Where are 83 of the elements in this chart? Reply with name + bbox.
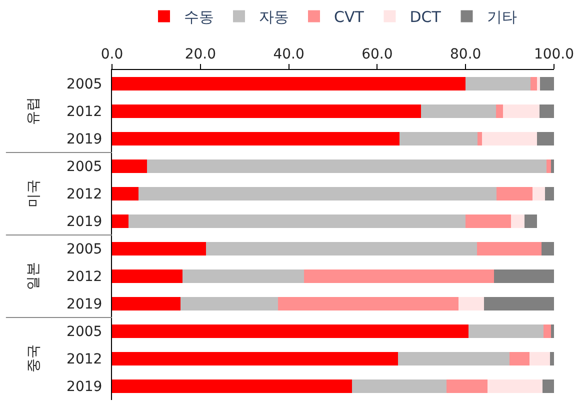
- text: 일본: [25, 262, 42, 290]
- bar: [542, 379, 554, 394]
- bar: [420, 104, 496, 118]
- bar: [278, 296, 459, 311]
- bar: [112, 242, 206, 256]
- bar: [482, 132, 538, 146]
- y-tick-label: 2012: [66, 269, 102, 286]
- bar: [550, 324, 554, 338]
- bar: [112, 186, 139, 201]
- bar: [468, 324, 544, 338]
- bar: [542, 242, 554, 256]
- x-tick-label: 20.0: [184, 46, 216, 62]
- y-tick-label: 2005: [66, 324, 102, 340]
- y-tick-label: 2019: [66, 379, 102, 396]
- bar: [112, 324, 468, 338]
- bar: [304, 269, 494, 284]
- x-tick-label: 40.0: [273, 46, 304, 62]
- legend-label: 수동: [184, 8, 214, 26]
- bar: [182, 269, 304, 284]
- bar: [180, 296, 278, 311]
- bar: [458, 296, 484, 311]
- bar: [488, 379, 543, 394]
- bar: [484, 296, 554, 311]
- bar: [478, 132, 482, 146]
- y-tick-label: 2012: [66, 186, 102, 203]
- bar: [543, 324, 551, 338]
- legend-label: DCT: [410, 8, 442, 26]
- y-tick-label: 2012: [66, 352, 102, 368]
- bar: [466, 214, 512, 228]
- bar: [138, 186, 497, 201]
- y-tick-label: 2005: [66, 242, 102, 258]
- bar: [496, 186, 532, 201]
- text: 미국: [26, 179, 42, 208]
- bar: [112, 352, 398, 366]
- bar: [532, 186, 546, 201]
- bar: [509, 352, 530, 366]
- bar: [399, 132, 478, 146]
- bar: [112, 269, 182, 284]
- bar: [477, 242, 542, 256]
- bar: [550, 159, 554, 174]
- bar: [539, 104, 554, 118]
- bar: [112, 76, 466, 91]
- bar: [494, 269, 554, 284]
- bar: [524, 214, 537, 228]
- bar: [352, 379, 447, 394]
- bar: [530, 352, 550, 366]
- bar: [511, 214, 524, 228]
- bar: [128, 214, 466, 228]
- y-tick-label: 2019: [66, 296, 102, 313]
- bar: [112, 159, 147, 174]
- bar: [112, 132, 400, 146]
- x-tick-label: 60.0: [362, 46, 393, 62]
- bar: [112, 379, 352, 394]
- bar: [112, 296, 181, 311]
- bar: [112, 104, 421, 118]
- bar: [466, 76, 531, 91]
- legend-label: CVT: [334, 8, 365, 26]
- bar: [503, 104, 540, 118]
- bar: [540, 76, 554, 91]
- bar: [112, 214, 128, 228]
- y-tick-label: 2019: [66, 214, 102, 230]
- y-tick-label: 2005: [66, 159, 102, 176]
- bar: [546, 159, 551, 174]
- bar: [545, 186, 554, 201]
- x-tick-label: 100.0: [534, 46, 574, 62]
- x-tick-label: 80.0: [450, 46, 482, 62]
- bar: [398, 352, 510, 366]
- bar: [550, 352, 554, 366]
- bar: [537, 132, 554, 146]
- legend-label: 자동: [259, 8, 289, 26]
- bar: [537, 76, 540, 91]
- bar: [496, 104, 504, 118]
- y-tick-label: 2012: [66, 104, 102, 120]
- x-tick-label: 0.0: [100, 46, 124, 62]
- y-tick-label: 2005: [66, 76, 102, 93]
- bar: [146, 159, 546, 174]
- text: 중국: [26, 344, 42, 372]
- text: 유럽: [25, 96, 42, 125]
- bar: [530, 76, 538, 91]
- bar: [446, 379, 488, 394]
- y-tick-label: 2019: [66, 132, 102, 148]
- legend-label: 기타: [486, 8, 517, 26]
- bar: [206, 242, 478, 256]
